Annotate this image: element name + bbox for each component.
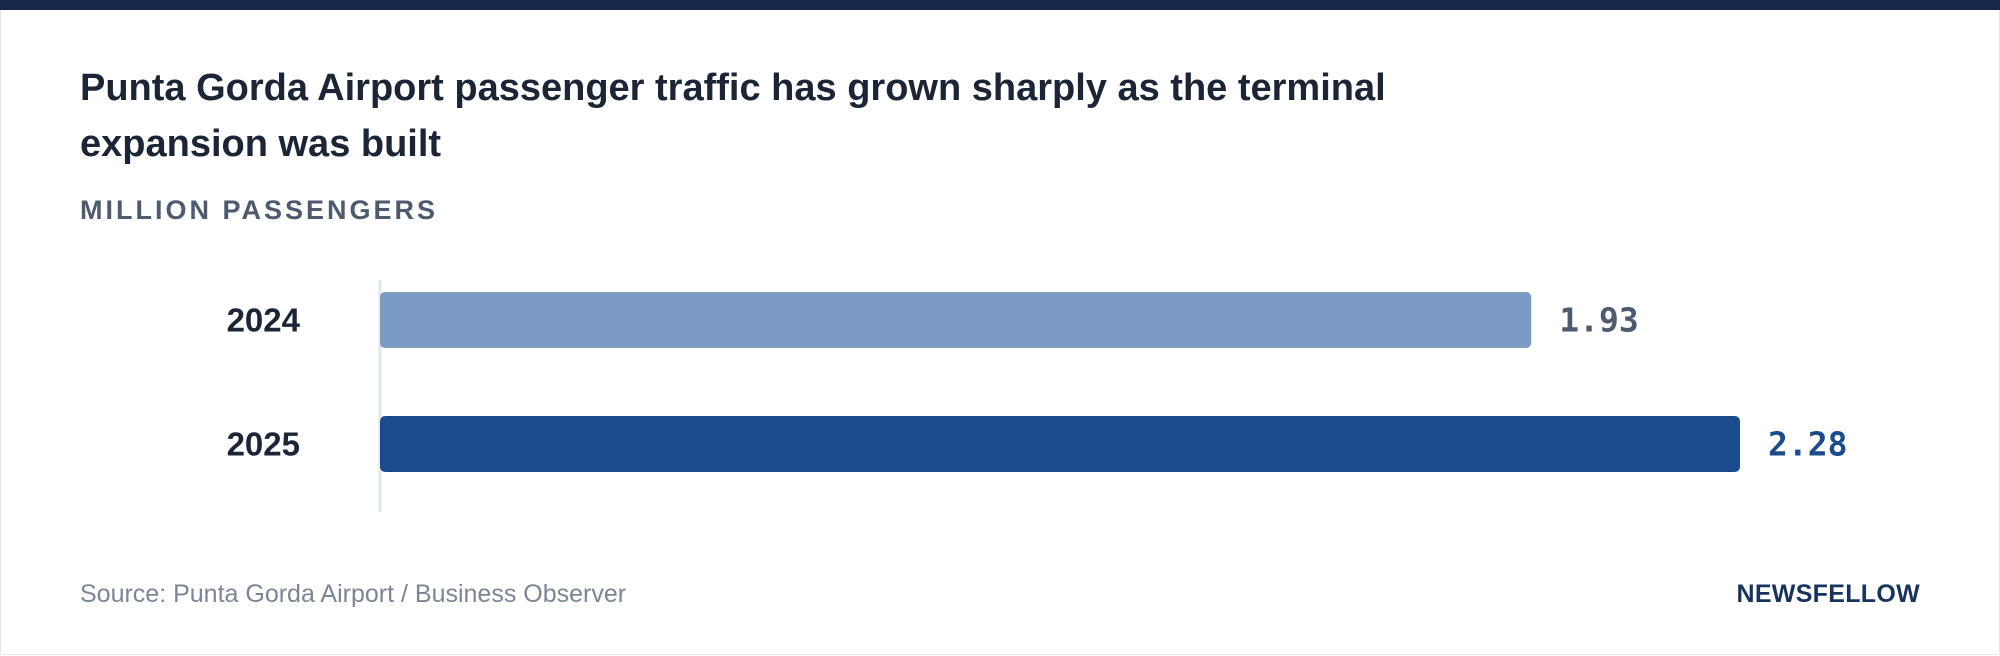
bar-2025: [380, 416, 1740, 472]
source-note: Source: Punta Gorda Airport / Business O…: [80, 580, 627, 608]
chart-subtitle: MILLION PASSENGERS: [80, 195, 439, 225]
category-label-2025: 2025: [227, 426, 300, 463]
category-label-2024: 2024: [227, 302, 301, 339]
bar-2024: [380, 292, 1532, 348]
bar-chart-svg: 2024 1.93 2025 2.28: [227, 280, 1847, 512]
chart-title: Punta Gorda Airport passenger traffic ha…: [80, 67, 1386, 165]
top-accent-rule: [0, 0, 2000, 10]
value-label-2024: 1.93: [1559, 301, 1638, 340]
brand-logo: NEWSFELLOW: [1736, 580, 1920, 608]
bar-chart: 2024 1.93 2025 2.28: [0, 270, 2000, 520]
value-label-2025: 2.28: [1768, 425, 1847, 464]
